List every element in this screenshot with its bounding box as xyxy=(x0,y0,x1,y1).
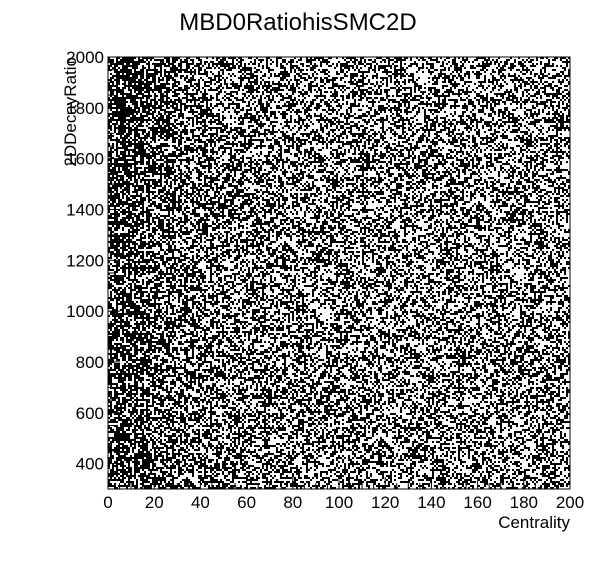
x-tick-label: 40 xyxy=(191,493,210,512)
y-tick-label: 2000 xyxy=(66,48,104,67)
y-tick-label: 1200 xyxy=(66,251,104,270)
x-tick-label: 80 xyxy=(283,493,302,512)
x-tick-label: 200 xyxy=(556,493,584,512)
x-tick-label: 140 xyxy=(417,493,445,512)
x-tick-label: 120 xyxy=(371,493,399,512)
chart-title: MBD0RatiohisSMC2D xyxy=(179,9,416,36)
y-axis-label: 2DDecayRatio xyxy=(61,57,80,167)
x-axis: 0 20 40 60 80 100 120 140 160 180 200 xyxy=(103,477,584,512)
x-tick-label: 160 xyxy=(463,493,491,512)
x-tick-label: 180 xyxy=(510,493,538,512)
x-tick-label: 0 xyxy=(103,493,112,512)
y-axis: 400 600 800 1000 1200 1400 1600 1800 2000 xyxy=(66,48,120,490)
x-tick-label: 60 xyxy=(237,493,256,512)
x-tick-label: 100 xyxy=(325,493,353,512)
x-tick-label: 20 xyxy=(145,493,164,512)
y-tick-label: 1000 xyxy=(66,302,104,321)
density-points xyxy=(108,57,570,489)
y-tick-label: 800 xyxy=(76,353,104,372)
x-axis-label: Centrality xyxy=(498,513,570,532)
density-cells xyxy=(108,57,570,489)
y-tick-label: 1600 xyxy=(66,150,104,169)
y-tick-label: 600 xyxy=(76,404,104,423)
y-tick-label: 1800 xyxy=(66,99,104,118)
y-tick-label: 1400 xyxy=(66,200,104,219)
y-tick-label: 400 xyxy=(76,455,104,474)
